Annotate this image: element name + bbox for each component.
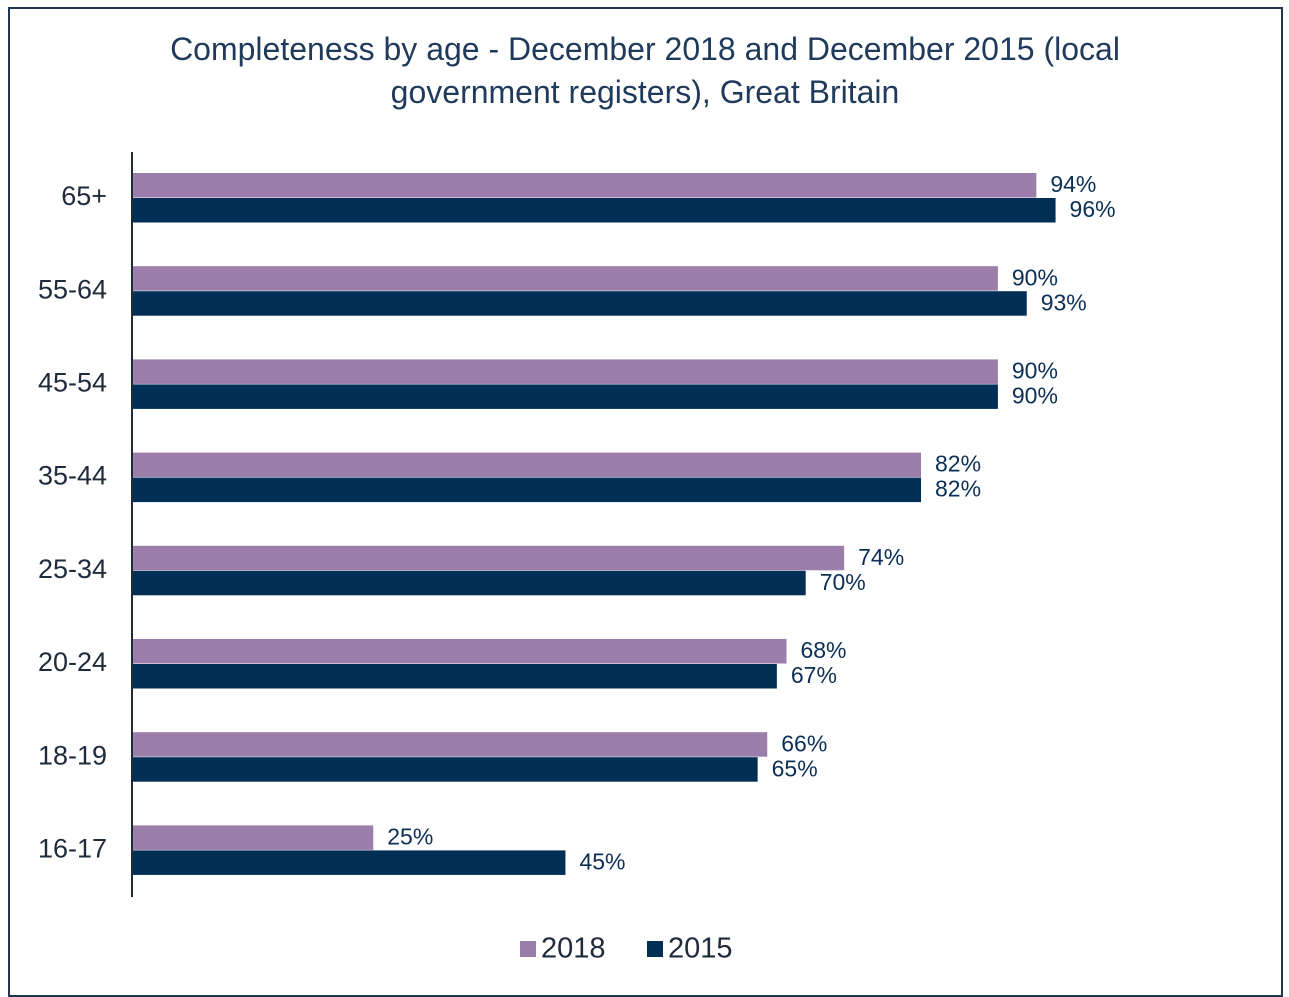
data-label: 94% bbox=[1050, 171, 1096, 197]
data-label: 70% bbox=[820, 569, 866, 595]
y-tick-label: 16-17 bbox=[38, 834, 107, 864]
bar bbox=[133, 359, 998, 384]
legend-swatch bbox=[647, 941, 663, 957]
bar bbox=[133, 452, 922, 478]
data-label: 90% bbox=[1012, 264, 1058, 290]
chart-title: Completeness by age - December 2018 and … bbox=[170, 31, 1120, 110]
data-label: 68% bbox=[800, 637, 846, 663]
bar bbox=[133, 545, 845, 571]
bar bbox=[133, 266, 998, 291]
data-label: 96% bbox=[1070, 196, 1116, 222]
bar bbox=[133, 732, 768, 757]
y-tick-label: 18-19 bbox=[38, 740, 107, 770]
y-tick-label: 35-44 bbox=[38, 461, 107, 491]
bar bbox=[133, 291, 1027, 316]
y-tick-label: 65+ bbox=[61, 181, 107, 211]
data-label: 67% bbox=[791, 662, 837, 688]
data-label: 93% bbox=[1041, 289, 1087, 315]
bar bbox=[133, 384, 998, 409]
data-label: 25% bbox=[387, 823, 433, 849]
bar bbox=[133, 639, 787, 664]
legend-label: 2018 bbox=[541, 933, 606, 965]
data-label: 66% bbox=[781, 730, 827, 756]
data-label: 82% bbox=[935, 451, 981, 477]
bar bbox=[133, 825, 374, 850]
data-label: 90% bbox=[1012, 357, 1058, 383]
legend-swatch bbox=[520, 941, 536, 957]
y-tick-label: 55-64 bbox=[38, 274, 107, 304]
y-tick-label: 25-34 bbox=[38, 554, 107, 584]
bar bbox=[133, 757, 758, 782]
data-label: 45% bbox=[579, 848, 625, 874]
bar bbox=[133, 173, 1037, 198]
y-tick-label: 20-24 bbox=[38, 647, 107, 677]
y-tick-label: 45-54 bbox=[38, 368, 107, 398]
bar bbox=[133, 664, 777, 689]
data-label: 74% bbox=[858, 544, 904, 570]
data-label: 90% bbox=[1012, 382, 1058, 408]
bar bbox=[133, 477, 922, 503]
bar bbox=[133, 198, 1056, 223]
data-label: 82% bbox=[935, 476, 981, 502]
bar bbox=[133, 850, 566, 875]
legend-label: 2015 bbox=[668, 933, 733, 965]
bar bbox=[133, 570, 806, 596]
data-label: 65% bbox=[772, 755, 818, 781]
